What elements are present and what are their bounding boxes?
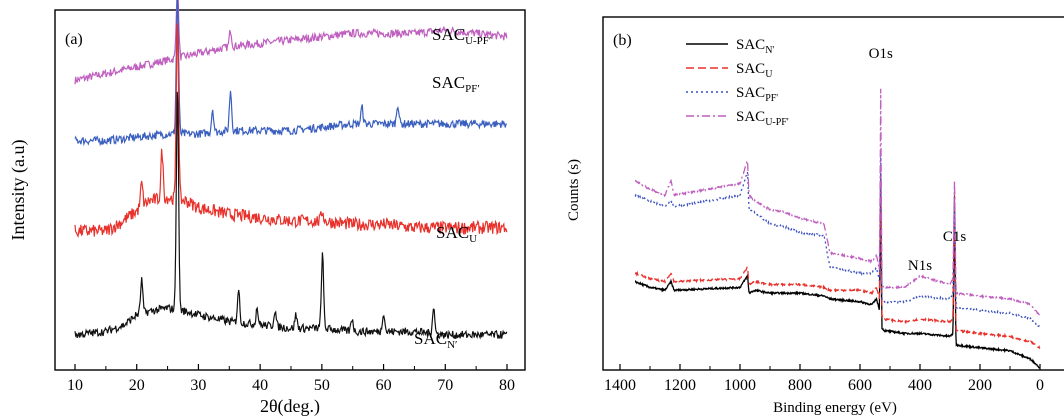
x-tick-label: 80 bbox=[499, 377, 515, 394]
panel-a-series bbox=[74, 0, 508, 340]
panel-b-label: (b) bbox=[613, 32, 632, 49]
peak-annotation: O1s bbox=[869, 46, 893, 62]
legend-label: SACN' bbox=[736, 37, 774, 56]
series-line-U-PF′ bbox=[74, 0, 508, 85]
panel-b: (b) 1400 1200 1000 800 600 400 200 0 O1sN1sC1s … bbox=[566, 16, 1064, 416]
x-tick-label: 400 bbox=[908, 377, 932, 394]
series-line-N' bbox=[634, 180, 1041, 369]
series-line-U bbox=[74, 23, 508, 238]
x-tick-label: 1000 bbox=[724, 377, 756, 394]
x-tick-label: 60 bbox=[376, 377, 392, 394]
series-label: SACU-PF′ bbox=[432, 25, 491, 47]
legend-label: SACU-PF' bbox=[736, 109, 789, 128]
panel-b-x-axis-title: Binding energy (eV) bbox=[773, 400, 897, 416]
legend-label: SACPF' bbox=[736, 85, 778, 104]
series-line-U-PF' bbox=[634, 88, 1041, 319]
panel-a-x-axis-title: 2θ(deg.) bbox=[260, 396, 320, 417]
series-line-U bbox=[634, 172, 1041, 350]
panel-a-label: (a) bbox=[65, 31, 83, 48]
x-tick-label: 200 bbox=[968, 377, 992, 394]
panel-a: (a) 10 20 30 40 50 60 70 80 SACU-PF′SACPF′SACUS… bbox=[8, 0, 526, 417]
series-line-N′ bbox=[74, 91, 508, 340]
panel-b-series bbox=[634, 88, 1041, 369]
panel-a-series-labels: SACU-PF′ SACPF′ SACU SACN′ bbox=[414, 25, 491, 351]
series-label: SACU bbox=[436, 223, 477, 245]
panel-b-annotations: O1s N1s C1s bbox=[869, 46, 967, 274]
series-label: SACPF′ bbox=[432, 73, 480, 95]
panel-b-x-ticks: 1400 1200 1000 800 600 400 200 0 bbox=[604, 364, 1044, 394]
x-tick-label: 600 bbox=[848, 377, 872, 394]
peak-annotation: N1s bbox=[908, 258, 932, 274]
panel-a-frame bbox=[54, 9, 526, 371]
panel-b-frame bbox=[602, 16, 1064, 371]
peak-annotation: C1s bbox=[943, 229, 967, 245]
x-tick-label: 1200 bbox=[664, 377, 696, 394]
x-tick-label: 800 bbox=[788, 377, 812, 394]
panel-a-x-ticks: 10 20 30 40 50 60 70 80 bbox=[67, 364, 515, 394]
series-line-PF' bbox=[634, 152, 1041, 328]
x-tick-label: 20 bbox=[129, 377, 145, 394]
panel-a-y-axis-title: Intensity (a.u) bbox=[8, 140, 29, 241]
x-tick-label: 0 bbox=[1036, 377, 1044, 394]
legend-label: SACU bbox=[736, 61, 773, 80]
panel-b-legend: SACN' SACU SACPF' SACU-PF' bbox=[686, 37, 789, 128]
series-label: SACN′ bbox=[414, 329, 457, 351]
x-tick-label: 50 bbox=[314, 377, 330, 394]
x-tick-label: 1400 bbox=[604, 377, 636, 394]
x-tick-label: 40 bbox=[252, 377, 268, 394]
panel-b-y-axis-title: Counts (s) bbox=[566, 159, 582, 221]
x-tick-label: 30 bbox=[190, 377, 206, 394]
x-tick-label: 70 bbox=[437, 377, 453, 394]
series-line-PF′ bbox=[74, 0, 507, 147]
x-tick-label: 10 bbox=[67, 377, 83, 394]
